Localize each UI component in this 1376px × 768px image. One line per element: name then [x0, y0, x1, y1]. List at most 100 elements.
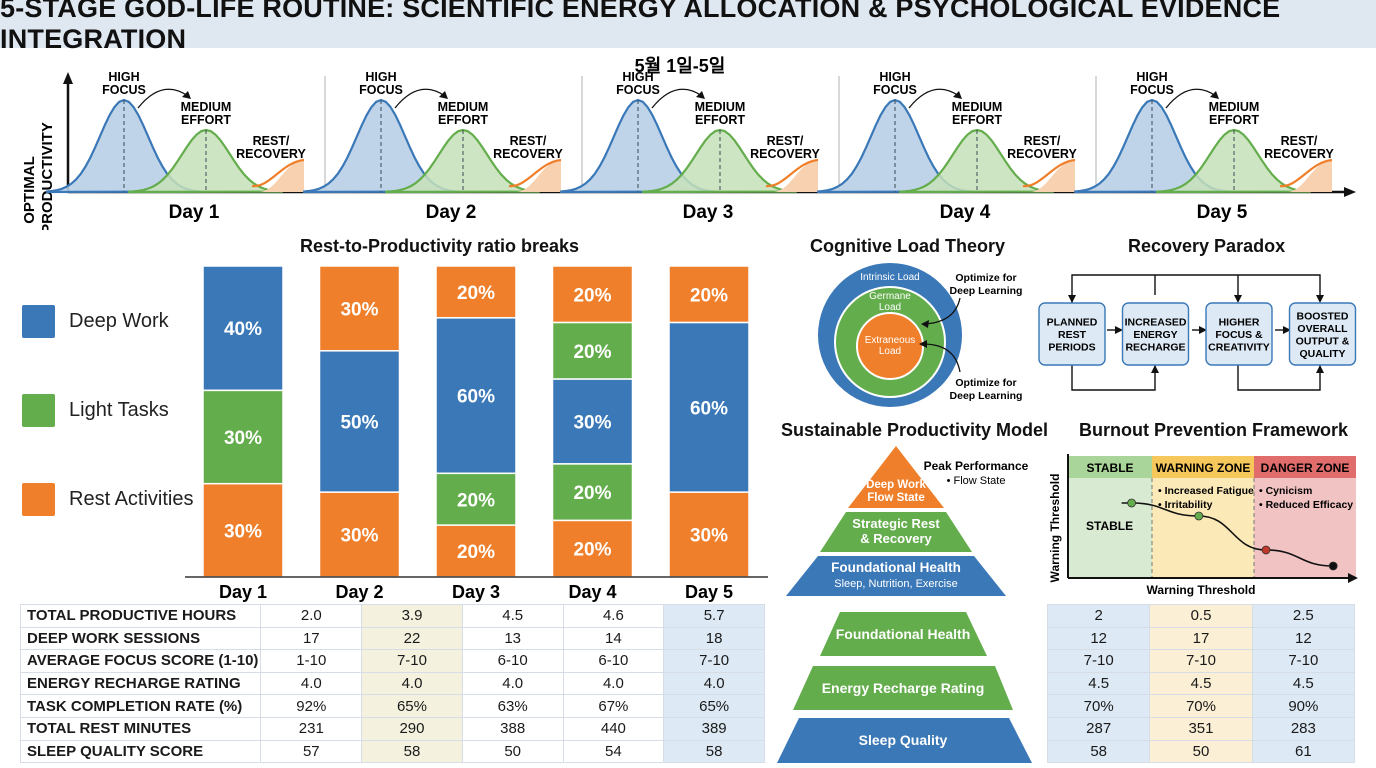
right-table-row: 70% 70% 90% — [1046, 694, 1356, 718]
metrics-cell: 92% — [260, 694, 363, 718]
phase-high-label-2: FOCUS — [359, 83, 403, 97]
metrics-row: TOTAL PRODUCTIVE HOURS 2.0 3.9 4.5 4.6 5.7 — [19, 604, 765, 628]
curve-day-label: Day 4 — [940, 202, 991, 223]
metrics-cell: 54 — [562, 739, 665, 764]
recovery-box-text: OUTPUT & — [1296, 335, 1350, 347]
pyramid-base-1: Foundational Health — [831, 560, 961, 575]
recovery-box-text: CREATIVITY — [1208, 342, 1270, 354]
metrics-cell: 65% — [663, 694, 765, 718]
metrics-cell: 4.0 — [260, 671, 363, 696]
bar-value-label: 30% — [690, 526, 728, 547]
rest-recovery-curve — [1279, 158, 1333, 188]
lower-pyramid-tier-1 — [820, 612, 987, 656]
recovery-box-frame — [1288, 302, 1357, 366]
warning-note-2: • Irritability — [1158, 499, 1213, 511]
germane-label-2: Load — [879, 302, 901, 313]
zone-stable-header — [1068, 456, 1152, 478]
metrics-row: DEEP WORK SESSIONS 17 22 13 14 18 — [19, 626, 765, 651]
right-table-cell: 2 — [1046, 604, 1151, 628]
rest-area — [1258, 160, 1332, 192]
cognitive-note-1a: Optimize for — [955, 272, 1016, 284]
phase-high-label-1: HIGH — [1136, 70, 1167, 84]
metrics-row-label: SLEEP QUALITY SCORE — [19, 739, 262, 764]
recovery-box-frame — [1121, 302, 1190, 366]
pyramid-tier-middle — [820, 512, 972, 552]
bar-segment-rest-activities — [668, 265, 750, 324]
rp-bottom-loop-2 — [1237, 365, 1321, 391]
extraneous-label-2: Load — [879, 346, 901, 357]
metrics-cell: 22 — [361, 626, 463, 651]
phase-high-label-1: HIGH — [108, 70, 139, 84]
warning-note-1: • Increased Fatigue — [1158, 485, 1254, 497]
bar-value-label: 20% — [573, 342, 611, 363]
intrinsic-load-label: Intrinsic Load — [860, 272, 919, 283]
zone-warning-header — [1152, 456, 1254, 478]
sustainable-model-title: Sustainable Productivity Model — [781, 420, 1049, 440]
phase-rest-label-1: REST/ — [1281, 134, 1318, 148]
metrics-cell: 50 — [461, 739, 564, 764]
bar-category-label: Day 4 — [568, 582, 616, 602]
right-table-cell: 61 — [1251, 739, 1356, 764]
right-table-row: 12 17 12 — [1046, 626, 1356, 651]
zone-danger-label: DANGER ZONE — [1261, 461, 1350, 475]
legend-label-light-tasks: Light Tasks — [69, 399, 169, 421]
phase-rest-label-2: RECOVERY — [493, 147, 563, 161]
legend-label-deep-work: Deep Work — [69, 310, 169, 332]
phase-arrow — [651, 88, 703, 109]
rest-recovery-curve — [765, 158, 819, 188]
y-axis-label-1: OPTIMAL — [21, 156, 38, 224]
recovery-box-text: OVERALL — [1297, 323, 1348, 335]
pyramid-base-2: Sleep, Nutrition, Exercise — [834, 578, 958, 590]
right-table-cell: 4.5 — [1251, 671, 1356, 696]
lower-pyramid-label-1: Foundational Health — [836, 626, 971, 642]
lower-pyramid-label-2: Energy Recharge Rating — [822, 680, 985, 696]
metrics-cell: 4.0 — [562, 671, 665, 696]
phase-rest-label-2: RECOVERY — [750, 147, 820, 161]
bar-segment-deep-work — [202, 265, 284, 392]
rest-area — [487, 160, 561, 192]
right-table-cell: 283 — [1251, 716, 1356, 741]
recovery-box-frame — [1205, 302, 1273, 366]
bar-value-label: 60% — [690, 398, 728, 419]
bar-value-label: 30% — [224, 521, 262, 542]
phase-rest-label-1: REST/ — [253, 134, 290, 148]
right-table-cell: 0.5 — [1149, 604, 1253, 628]
bar-segment-rest-activities — [435, 524, 517, 578]
phase-high-label-2: FOCUS — [873, 83, 917, 97]
right-table-cell: 4.5 — [1149, 671, 1253, 696]
bar-segment-rest-activities — [668, 491, 750, 578]
rp-arrowhead-3 — [1234, 295, 1242, 303]
right-table-cell: 58 — [1046, 739, 1151, 764]
phase-medium-label-2: EFFORT — [952, 113, 1002, 127]
lower-pyramid-label-3: Sleep Quality — [859, 732, 948, 748]
cognitive-note-2a: Optimize for — [955, 377, 1016, 389]
cognitive-arrow-1-head — [921, 320, 929, 328]
bar-segment-deep-work — [318, 350, 401, 493]
bar-category-label: Day 2 — [335, 582, 383, 602]
rp-bottom-loop-1 — [1071, 365, 1156, 391]
metrics-cell: 4.6 — [562, 604, 665, 628]
metrics-cell: 67% — [562, 694, 665, 718]
burnout-point — [1194, 511, 1204, 521]
bar-value-label: 20% — [573, 285, 611, 306]
metrics-cell: 4.0 — [461, 671, 564, 696]
phase-arrow — [394, 88, 446, 109]
productivity-curve-chart: 5월 1일-5일 OPTIMAL PRODUCTIVITY HIGHFOCUSM… — [21, 56, 1356, 230]
peak-performance-label: Peak Performance — [924, 459, 1029, 473]
metrics-row-label: TASK COMPLETION RATE (%) — [19, 694, 262, 718]
bar-category-label: Day 5 — [685, 582, 733, 602]
burnout-point — [1261, 545, 1271, 555]
bar-value-label: 30% — [340, 526, 378, 547]
metrics-cell: 17 — [260, 626, 363, 651]
curve-day-label: Day 5 — [1197, 202, 1248, 223]
recovery-box-text: RECHARGE — [1125, 342, 1185, 354]
bar-segment-rest-activities — [318, 491, 401, 578]
zone-danger-header — [1254, 456, 1356, 478]
recovery-paradox-diagram: PLANNEDRESTPERIODSINCREASEDENERGYRECHARG… — [1038, 274, 1357, 391]
burnout-point — [1127, 498, 1136, 508]
